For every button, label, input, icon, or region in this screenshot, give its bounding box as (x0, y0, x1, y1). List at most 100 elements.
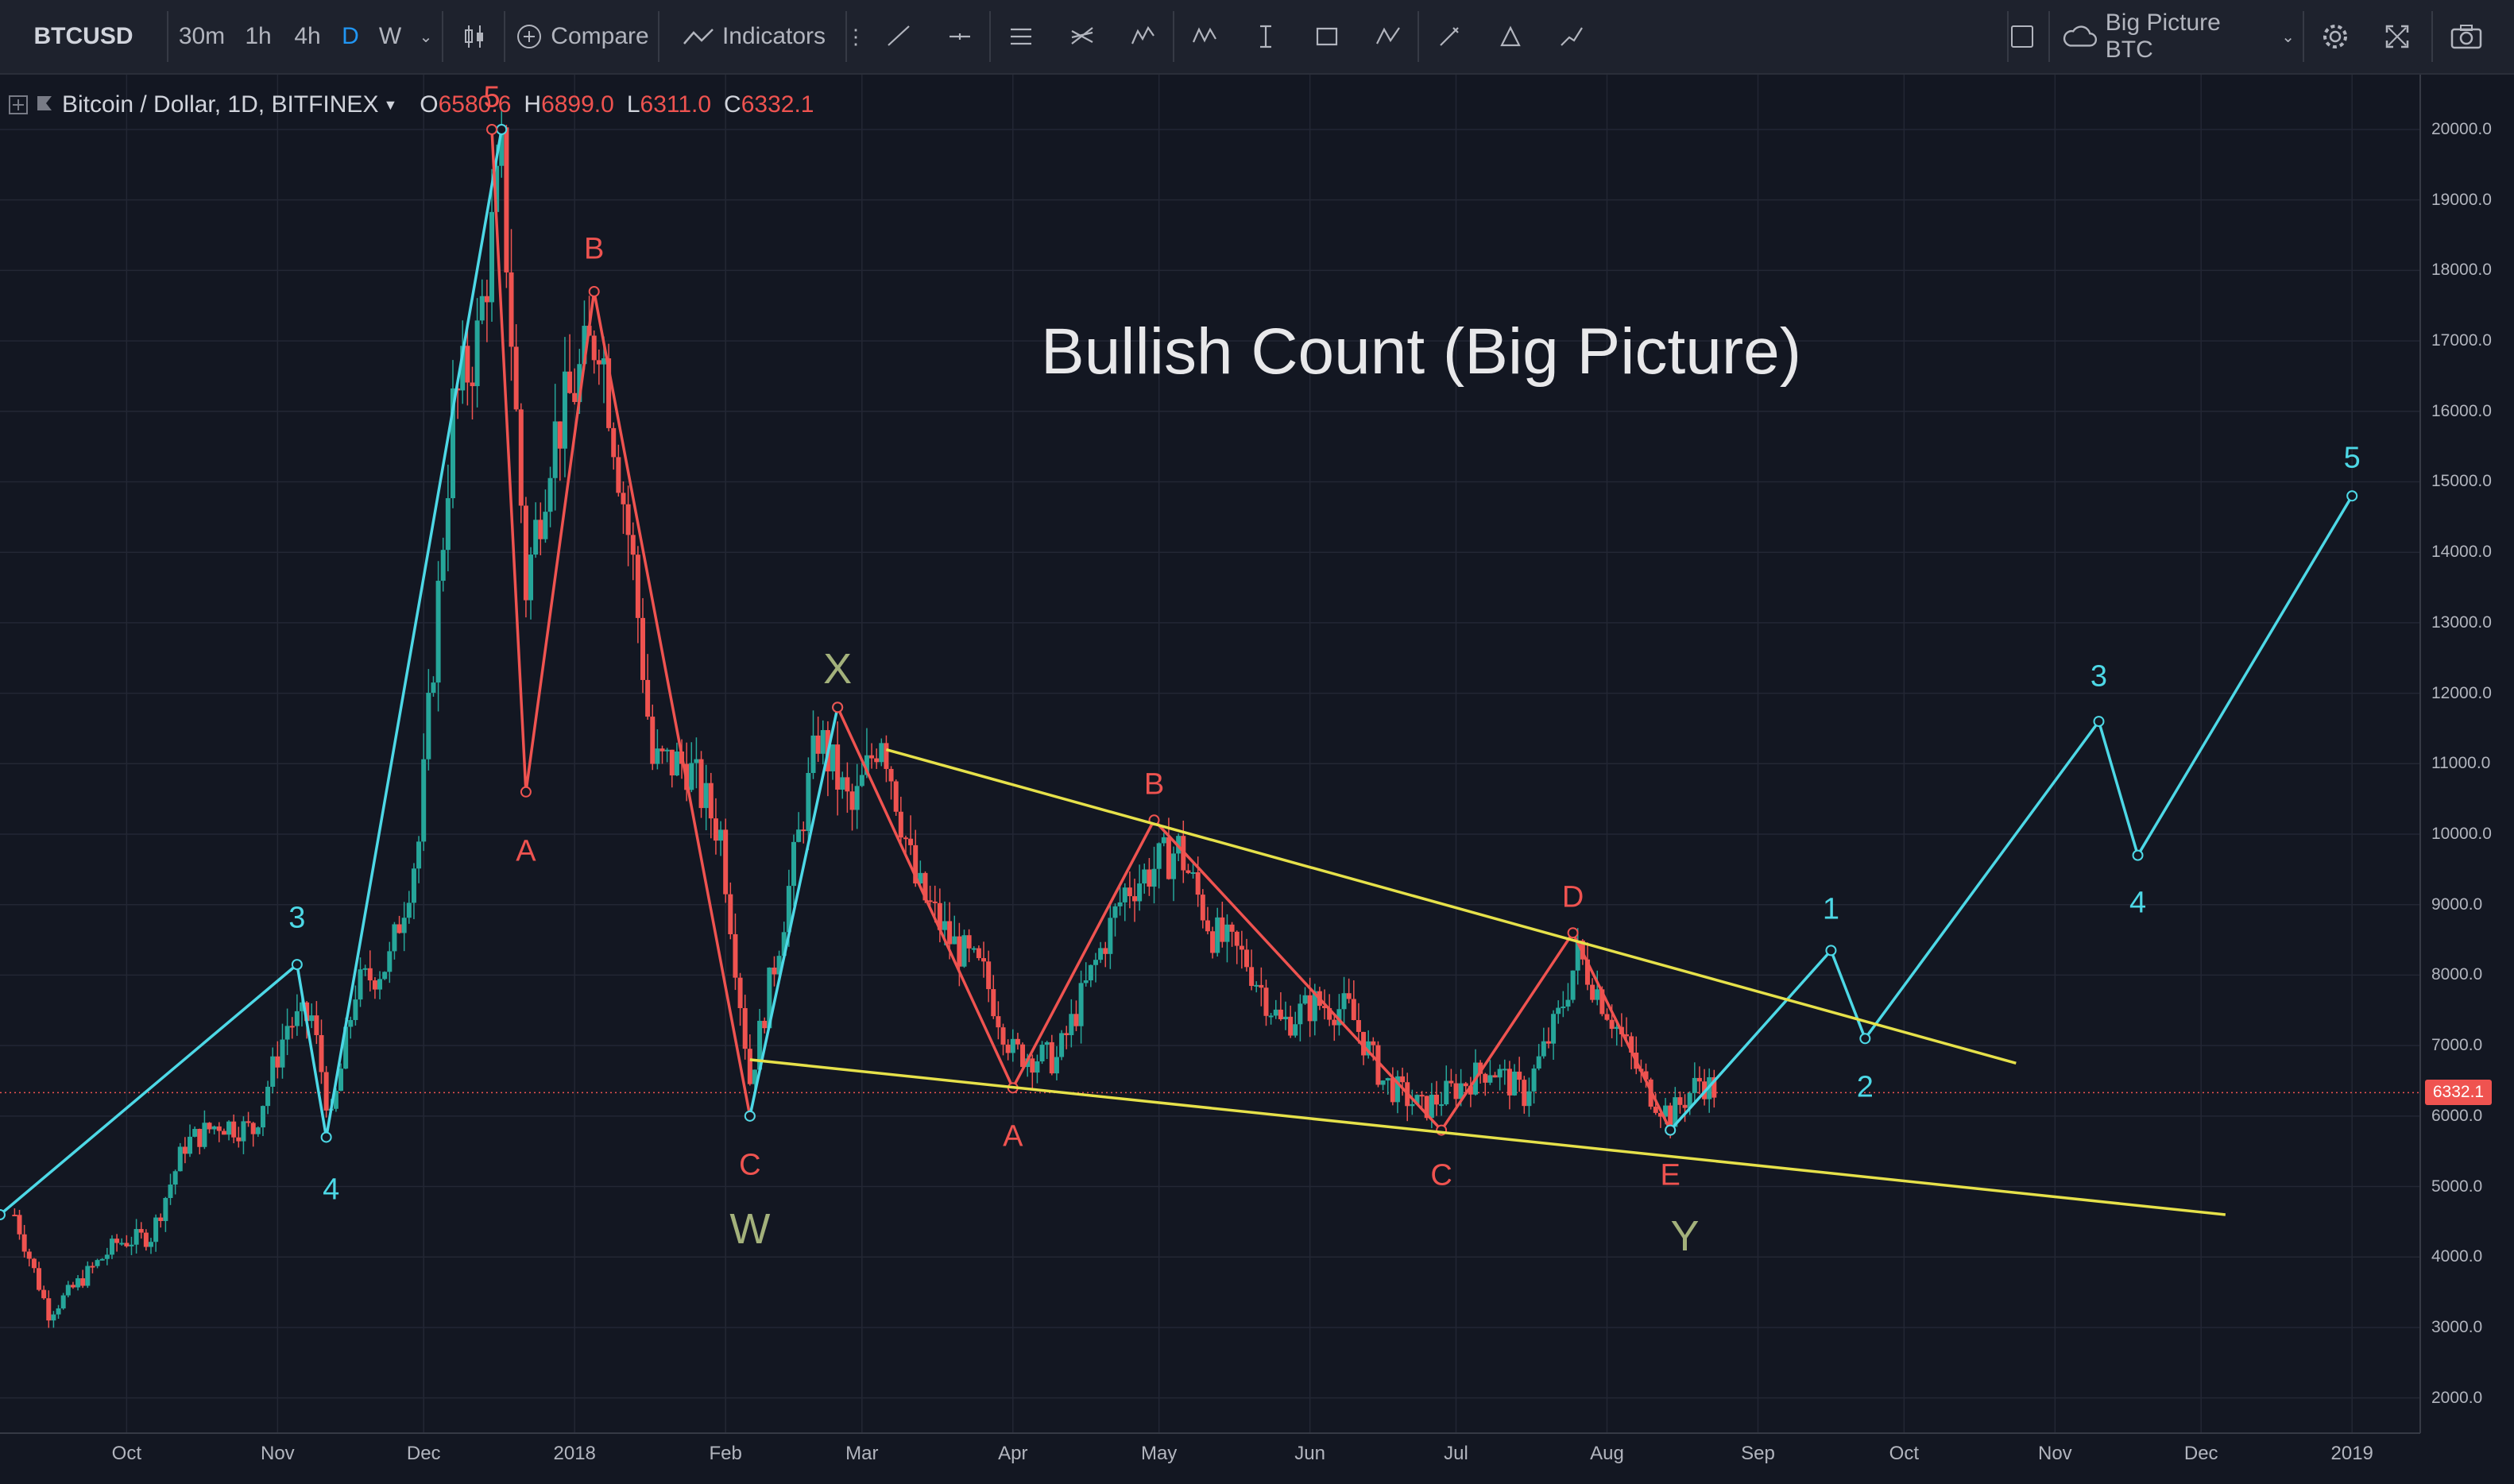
candle-body (221, 1130, 226, 1135)
wave-label[interactable]: W (729, 1204, 771, 1253)
interval-1d[interactable]: D (342, 23, 359, 49)
layout-selector[interactable]: Big Picture BTC ⌄ (2052, 0, 2295, 73)
candle-body (275, 1056, 280, 1068)
pitchfork-button[interactable] (1051, 0, 1112, 73)
candle-body (752, 1069, 757, 1084)
toolbar-divider (658, 11, 659, 62)
wave-label[interactable]: 2 (1856, 1070, 1874, 1104)
interval-4h[interactable]: 4h (294, 23, 321, 49)
interval-30m[interactable]: 30m (178, 23, 226, 49)
wave-label[interactable]: 4 (323, 1173, 340, 1207)
wave-label[interactable]: A (1003, 1119, 1023, 1154)
interval-1h[interactable]: 1h (245, 23, 272, 49)
candle-body (226, 1121, 232, 1135)
wave-label[interactable]: Y (1670, 1212, 1700, 1260)
candle-body (148, 1242, 153, 1247)
candle-body (1185, 870, 1191, 873)
candle-body (231, 1121, 237, 1138)
snapshot-button[interactable] (2435, 0, 2498, 73)
candle-body (207, 1123, 212, 1130)
path-tool-button[interactable] (1541, 0, 1602, 73)
candle-body (1502, 1069, 1507, 1071)
drag-handle-icon[interactable]: ⋮ (845, 24, 866, 48)
close-value: 6332.1 (741, 91, 814, 118)
expand-legend-icon[interactable] (8, 95, 29, 115)
brush-button[interactable] (1418, 0, 1479, 73)
candle-body (1361, 1031, 1367, 1056)
candle-body (1341, 993, 1347, 1010)
fullscreen-button[interactable] (2368, 0, 2427, 73)
candle-body (888, 768, 894, 782)
symbol-search[interactable]: BTCUSD (0, 0, 167, 73)
chevron-down-icon: ⌄ (2281, 28, 2295, 46)
interval-dropdown-chevron-icon[interactable]: ⌄ (419, 28, 433, 46)
candle-body (708, 783, 714, 819)
elliott-wave-button[interactable] (1112, 0, 1174, 73)
candle-body (640, 617, 645, 680)
x-tick-label: May (1140, 1443, 1178, 1464)
candle-body (976, 948, 981, 959)
candle-body (177, 1146, 183, 1172)
y-tick-label: 13000.0 (2431, 613, 2492, 632)
parallel-channel-button[interactable] (990, 0, 1051, 73)
camera-icon (2450, 25, 2482, 49)
candle-body (1561, 1007, 1566, 1009)
wave-label[interactable]: 1 (1822, 892, 1839, 926)
interval-1w[interactable]: W (378, 23, 402, 49)
candle-body (1049, 1042, 1054, 1074)
candle-body (314, 1015, 319, 1035)
horizontal-ray-button[interactable] (929, 0, 990, 73)
candle-body (1570, 970, 1576, 1000)
x-tick-label: Jul (1444, 1443, 1468, 1464)
candle-body (129, 1244, 134, 1246)
triangle-tool-button[interactable] (1479, 0, 1541, 73)
candle-body (80, 1278, 86, 1286)
x-tick-label: Apr (998, 1443, 1028, 1464)
wave-pivot-point (291, 959, 303, 971)
wave-label[interactable]: 4 (2129, 886, 2147, 920)
candle-body (981, 958, 987, 962)
rectangle-tool-button[interactable] (1296, 0, 1357, 73)
candle-body (484, 296, 489, 303)
x-tick-label: Nov (2037, 1443, 2072, 1464)
wave-label[interactable]: 5 (2343, 441, 2361, 475)
wave-label[interactable]: C (739, 1148, 761, 1182)
flag-icon[interactable] (35, 94, 54, 116)
bar-style-button[interactable] (445, 0, 504, 73)
wave-label[interactable]: 3 (2090, 659, 2108, 694)
trend-line-button[interactable] (868, 0, 929, 73)
candle-body (937, 902, 942, 930)
settings-button[interactable] (2306, 0, 2365, 73)
wave-label[interactable]: X (823, 644, 853, 693)
chevron-down-icon[interactable]: ▼ (383, 96, 398, 113)
wave-label[interactable]: B (1143, 767, 1165, 802)
toolbar-divider (989, 11, 991, 62)
wave-label[interactable]: C (1430, 1158, 1452, 1192)
wave-label[interactable]: B (584, 232, 605, 266)
wave-label[interactable]: 5 (483, 80, 501, 114)
candle-body (572, 392, 578, 403)
candle-body (1556, 1007, 1561, 1014)
candle-body (1122, 887, 1127, 902)
wave-label[interactable]: E (1660, 1158, 1681, 1192)
wave-label[interactable]: D (1561, 880, 1584, 914)
candle-body (1282, 1016, 1288, 1020)
candle-body (1239, 945, 1244, 950)
instrument-name[interactable]: Bitcoin / Dollar, 1D, BITFINEX (62, 91, 379, 118)
candle-body (1156, 843, 1162, 869)
candle-body (1453, 1083, 1459, 1099)
candle-body (60, 1295, 66, 1308)
abc-pattern-button[interactable] (1357, 0, 1418, 73)
vertical-measure-button[interactable] (1235, 0, 1296, 73)
abcde-pattern-button[interactable] (1174, 0, 1235, 73)
indicators-button[interactable]: Indicators (663, 0, 845, 73)
compare-button[interactable]: Compare (509, 0, 656, 73)
candle-body (51, 1314, 56, 1321)
candle-body (1468, 1086, 1473, 1095)
wave-label[interactable]: 3 (288, 901, 306, 935)
wave-label[interactable]: A (516, 834, 536, 868)
candle-body (728, 894, 733, 934)
candle-body (518, 409, 524, 506)
select-rectangle-button[interactable] (1998, 0, 2047, 73)
